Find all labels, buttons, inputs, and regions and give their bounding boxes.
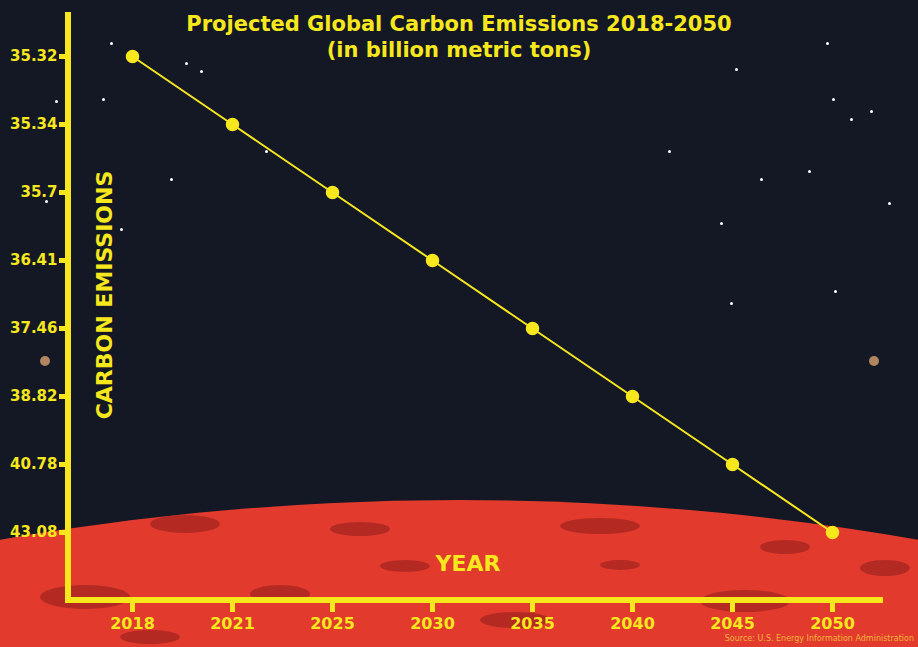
svg-text:35.7: 35.7 bbox=[20, 183, 57, 201]
svg-text:35.34: 35.34 bbox=[10, 115, 57, 133]
svg-text:2025: 2025 bbox=[310, 614, 355, 633]
svg-text:2050: 2050 bbox=[810, 614, 855, 633]
svg-text:35.32: 35.32 bbox=[10, 47, 57, 65]
svg-text:36.41: 36.41 bbox=[10, 251, 57, 269]
svg-text:2018: 2018 bbox=[110, 614, 155, 633]
svg-text:37.46: 37.46 bbox=[10, 319, 57, 337]
svg-text:2035: 2035 bbox=[510, 614, 555, 633]
html-text:CARBON EMISSIONS: CARBON EMISSIONS bbox=[91, 170, 117, 420]
svg-text:40.78: 40.78 bbox=[10, 455, 57, 473]
html-text:Projected Global Carbon Emissi: Projected Global Carbon Emissions 2018-2… bbox=[186, 12, 732, 36]
html-text:YEAR: YEAR bbox=[435, 550, 501, 576]
html-text:Source: U.S. Energy Informatio: Source: U.S. Energy Information Administ… bbox=[724, 634, 914, 643]
html-text:(in billion metric tons): (in billion metric tons) bbox=[326, 38, 592, 62]
svg-text:43.08: 43.08 bbox=[10, 523, 57, 541]
svg-text:2030: 2030 bbox=[410, 614, 455, 633]
svg-text:2021: 2021 bbox=[210, 614, 255, 633]
svg-text:38.82: 38.82 bbox=[10, 387, 57, 405]
svg-text:2040: 2040 bbox=[610, 614, 655, 633]
svg-text:2045: 2045 bbox=[710, 614, 755, 633]
